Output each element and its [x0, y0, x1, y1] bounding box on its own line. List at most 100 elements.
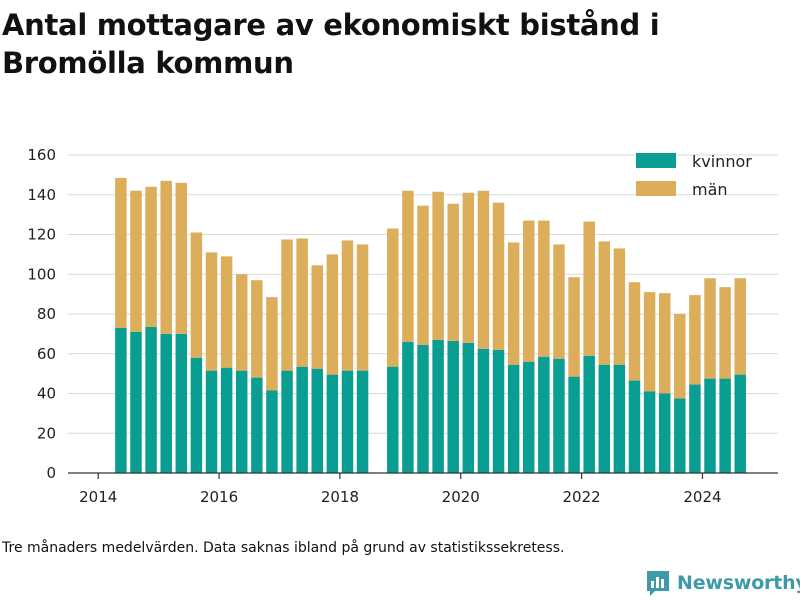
x-tick-label: 2016: [200, 488, 238, 506]
bars: [115, 177, 746, 474]
bar-kvinnor: [311, 368, 323, 473]
bar-kvinnor: [341, 370, 354, 473]
bar-kvinnor: [719, 378, 731, 473]
bar-kvinnor: [507, 364, 520, 473]
bar-kvinnor: [251, 377, 263, 473]
bar-man: [190, 232, 203, 358]
bar-kvinnor: [281, 370, 293, 473]
bar-kvinnor: [674, 398, 686, 473]
bar-man: [417, 205, 429, 345]
x-tick-label: 2014: [79, 488, 117, 506]
bar-kvinnor: [734, 374, 746, 473]
bar-kvinnor: [220, 367, 233, 473]
bar-chart-logo-icon: [647, 571, 669, 596]
bar-man: [341, 240, 354, 371]
bar-kvinnor: [387, 366, 399, 473]
bar-man: [734, 278, 746, 375]
bar-man: [704, 278, 716, 379]
y-tick-label: 160: [27, 146, 56, 164]
bar-kvinnor: [523, 361, 535, 473]
bar-man: [326, 254, 339, 375]
bar-kvinnor: [658, 393, 671, 473]
y-tick-label: 0: [46, 464, 56, 482]
bar-man: [523, 220, 535, 362]
chart-title: Antal mottagare av ekonomiskt bistånd i …: [2, 8, 660, 80]
bar-kvinnor: [402, 341, 414, 473]
x-tick-label: 2024: [683, 488, 721, 506]
bar-kvinnor: [598, 364, 611, 473]
y-tick-label: 120: [27, 226, 56, 244]
bar-kvinnor: [175, 333, 188, 474]
bar-man: [658, 293, 671, 394]
bar-man: [674, 314, 686, 399]
bar-kvinnor: [628, 380, 641, 473]
bar-man: [553, 244, 565, 359]
bar-man: [568, 277, 580, 377]
bar-kvinnor: [568, 376, 580, 473]
bar-man: [462, 192, 475, 343]
y-tick-label: 40: [37, 385, 56, 403]
brand-logo: Newsworthy: [645, 569, 800, 597]
bar-kvinnor: [356, 370, 369, 473]
bar-kvinnor: [613, 364, 626, 473]
bar-kvinnor: [538, 356, 550, 473]
bar-man: [235, 274, 248, 371]
bar-man: [266, 297, 278, 391]
bar-man: [583, 221, 595, 356]
bar-man: [311, 265, 323, 369]
brand-name: Newsworthy: [677, 572, 800, 594]
bar-man: [538, 220, 550, 357]
bar-man: [432, 191, 444, 340]
bar-kvinnor: [417, 344, 429, 473]
bar-man: [643, 292, 656, 392]
bar-man: [356, 244, 369, 371]
bar-man: [507, 242, 520, 365]
bar-kvinnor: [492, 349, 505, 473]
legend: kvinnor män: [636, 152, 752, 199]
legend-label-man: män: [692, 180, 728, 199]
bar-man: [220, 256, 233, 368]
bar-man: [719, 287, 731, 379]
bar-man: [130, 190, 142, 332]
bar-man: [492, 202, 505, 350]
bar-man: [477, 190, 490, 349]
legend-label-kvinnor: kvinnor: [692, 152, 752, 171]
bar-man: [160, 180, 172, 334]
bar-kvinnor: [553, 358, 565, 473]
axes: 0 20 40 60 80 100 120 140 160 2014 2016 2018 2020 202…: [27, 146, 778, 506]
bar-kvinnor: [643, 391, 656, 473]
bar-man: [598, 241, 611, 365]
bar-kvinnor: [145, 326, 157, 473]
bar-man: [251, 280, 263, 378]
bar-man: [402, 190, 414, 342]
bar-kvinnor: [190, 357, 203, 473]
bar-man: [115, 177, 127, 328]
bar-kvinnor: [130, 331, 142, 473]
bar-kvinnor: [689, 384, 701, 473]
bar-kvinnor: [235, 370, 248, 473]
bar-kvinnor: [583, 355, 595, 473]
bar-man: [145, 186, 157, 327]
x-tick-label: 2020: [442, 488, 480, 506]
bar-kvinnor: [704, 378, 716, 473]
bar-man: [205, 252, 218, 371]
bar-man: [296, 238, 308, 367]
y-tick-label: 80: [37, 305, 56, 323]
bar-kvinnor: [296, 366, 308, 473]
bar-man: [281, 239, 293, 371]
bar-kvinnor: [447, 340, 459, 473]
bar-kvinnor: [115, 327, 127, 473]
bar-man: [613, 248, 626, 365]
y-tick-label: 140: [27, 186, 56, 204]
bar-man: [628, 282, 641, 381]
x-tick-label: 2022: [563, 488, 601, 506]
bar-kvinnor: [205, 370, 218, 473]
bar-kvinnor: [432, 339, 444, 473]
bar-kvinnor: [266, 390, 278, 473]
y-tick-label: 60: [37, 345, 56, 363]
x-tick-label: 2018: [321, 488, 359, 506]
bar-man: [447, 203, 459, 341]
bar-man: [175, 182, 188, 334]
bar-kvinnor: [326, 374, 339, 473]
